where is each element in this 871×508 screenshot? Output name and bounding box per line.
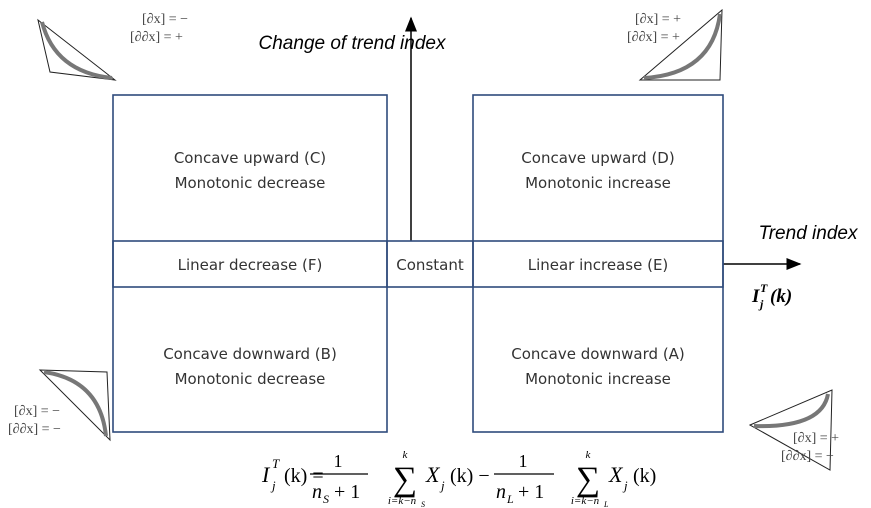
f-den-sub: L — [506, 492, 514, 506]
corner-text: [∂∂x] = + — [627, 30, 680, 45]
region-label: Concave downward (B) — [163, 345, 337, 363]
region-label: Monotonic decrease — [175, 370, 326, 388]
corner-icon — [38, 369, 111, 442]
symbol-base: I — [751, 286, 760, 307]
middle-band — [112, 240, 724, 288]
region-label: Concave downward (A) — [511, 345, 685, 363]
f-den: n — [312, 481, 322, 503]
f-body: X — [608, 462, 624, 487]
symbol-sup: T — [760, 281, 768, 295]
f-body-arg: (k) − — [450, 465, 490, 487]
f-arg: (k) = — [284, 465, 324, 487]
f-den-sub: S — [323, 492, 329, 506]
f-sigma: ∑ — [393, 461, 417, 498]
f-sub: j — [270, 478, 276, 493]
formula: I j T (k) = 1 n S + 1 k ∑ i=k−n S X j (k… — [261, 449, 656, 508]
f-body-sub: j — [622, 478, 628, 493]
middle-label: Linear decrease (F) — [178, 256, 323, 274]
symbol-arg: (k) — [770, 286, 792, 307]
f-body: X — [425, 462, 441, 487]
middle-label: Constant — [396, 256, 464, 274]
corner-icon — [37, 18, 117, 81]
corner-text: [∂x] = + — [793, 431, 839, 446]
f-num: 1 — [334, 451, 343, 471]
corner-text: [∂∂x] = − — [781, 449, 834, 464]
region-label: Concave upward (D) — [521, 149, 674, 167]
vertical-axis-label: Change of trend index — [259, 33, 447, 54]
region-label: Monotonic decrease — [175, 174, 326, 192]
corner-text: [∂∂x] = − — [8, 422, 61, 437]
middle-label: Linear increase (E) — [528, 256, 669, 274]
f-den: n — [496, 481, 506, 503]
f-sup: T — [272, 456, 280, 471]
corner-text: [∂∂x] = + — [130, 30, 183, 45]
f-sum-upper: k — [403, 449, 409, 461]
f-den-plus: + 1 — [334, 481, 360, 503]
corner-text: [∂x] = + — [635, 12, 681, 27]
corner-text: [∂x] = − — [14, 404, 60, 419]
region-label: Concave upward (C) — [174, 149, 326, 167]
corner-icon — [638, 8, 723, 81]
f-den-plus: + 1 — [518, 481, 544, 503]
f-sigma: ∑ — [576, 461, 600, 498]
f-sum-lower: i=k−n — [571, 495, 600, 507]
axis-symbol: I j T (k) — [751, 281, 792, 311]
f-lhs: I — [261, 462, 271, 487]
f-sum-lower: i=k−n — [388, 495, 417, 507]
f-sum-lower-sub: L — [603, 500, 609, 508]
corner-text: [∂x] = − — [142, 12, 188, 27]
f-sum-lower-sub: S — [421, 500, 425, 508]
horizontal-axis-label: Trend index — [759, 223, 859, 244]
f-body-sub: j — [439, 478, 445, 493]
f-num: 1 — [519, 451, 528, 471]
region-label: Monotonic increase — [525, 174, 671, 192]
region-label: Monotonic increase — [525, 370, 671, 388]
f-body-arg: (k) — [633, 465, 656, 487]
corner-icon — [748, 389, 833, 471]
symbol-sub: j — [758, 297, 764, 311]
f-sum-upper: k — [586, 449, 592, 461]
